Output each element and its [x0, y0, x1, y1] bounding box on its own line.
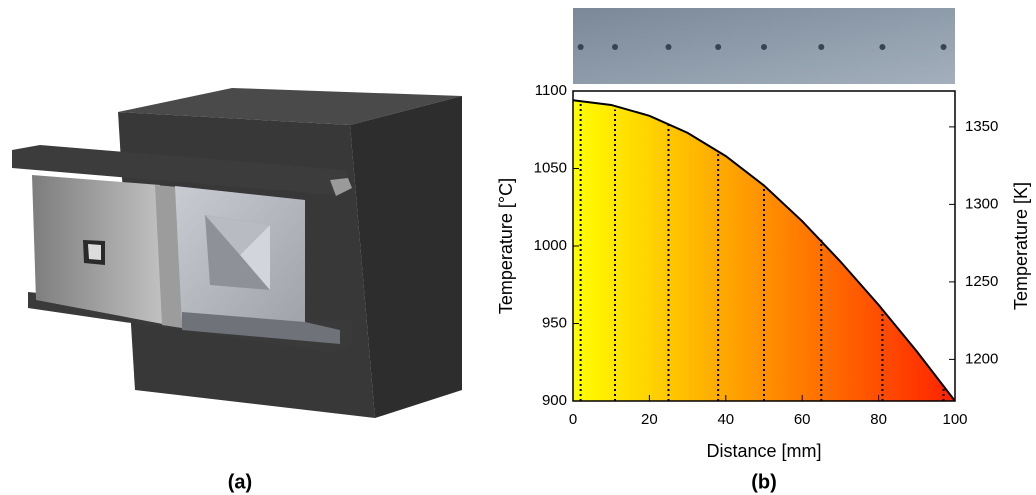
render-3d: (a) — [12, 88, 462, 493]
x-tick-label: 80 — [870, 411, 887, 428]
panel-label: (a) — [228, 471, 252, 493]
measurement-hole — [941, 44, 947, 50]
measurement-hole — [612, 44, 618, 50]
panel-label: (b) — [751, 471, 777, 493]
y2-tick-label: 1350 — [965, 118, 998, 135]
measurement-hole — [578, 44, 584, 50]
x-tick-label: 100 — [942, 411, 967, 428]
y-tick-label: 1100 — [535, 82, 567, 99]
measurement-hole — [879, 44, 885, 50]
y2-axis-label: Temperature [K] — [1011, 182, 1031, 310]
x-tick-label: 60 — [794, 411, 811, 428]
figure: (a) Distance [mm] Temperature [°C] Tempe… — [0, 0, 1036, 495]
y2-tick-label: 1200 — [965, 350, 998, 367]
y-tick-label: 1050 — [534, 159, 567, 176]
y-tick-label: 900 — [542, 392, 567, 409]
x-tick-label: 40 — [717, 411, 734, 428]
measurement-hole — [715, 44, 721, 50]
measurement-hole — [666, 44, 672, 50]
y2-tick-label: 1300 — [965, 195, 998, 212]
x-tick-label: 0 — [569, 411, 577, 428]
x-tick-label: 20 — [641, 411, 658, 428]
x-axis-label: Distance [mm] — [706, 441, 821, 461]
y2-tick-label: 1250 — [965, 273, 998, 290]
y-tick-label: 1000 — [534, 237, 567, 254]
measurement-hole — [818, 44, 824, 50]
y-tick-label: 950 — [542, 314, 567, 331]
y-axis-label: Temperature [°C] — [496, 178, 516, 314]
measurement-hole — [761, 44, 767, 50]
